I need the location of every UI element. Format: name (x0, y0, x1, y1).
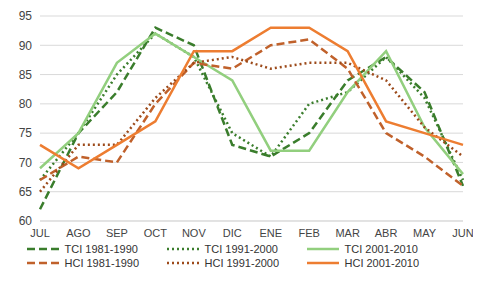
svg-text:85: 85 (19, 68, 33, 82)
svg-text:JUL: JUL (30, 227, 50, 239)
svg-text:FEB: FEB (298, 227, 319, 239)
svg-text:ENE: ENE (259, 227, 282, 239)
svg-text:75: 75 (19, 126, 33, 140)
svg-text:JUN: JUN (452, 227, 473, 239)
svg-text:65: 65 (19, 185, 33, 199)
html-text:TCI 2001-2010: TCI 2001-2010 (344, 243, 418, 255)
svg-text:SEP: SEP (106, 227, 128, 239)
html-text:TCI 1981-1990: TCI 1981-1990 (64, 243, 138, 255)
html-text:HCI 1991-2000: HCI 1991-2000 (204, 257, 280, 269)
svg-text:AGO: AGO (66, 227, 91, 239)
svg-text:60: 60 (19, 214, 33, 228)
svg-text:MAR: MAR (335, 227, 360, 239)
svg-text:DIC: DIC (223, 227, 242, 239)
svg-text:95: 95 (19, 9, 33, 23)
html-text:HCI 1981-1990: HCI 1981-1990 (64, 257, 140, 269)
svg-text:NOV: NOV (182, 227, 207, 239)
svg-text:90: 90 (19, 39, 33, 53)
svg-text:ABR: ABR (375, 227, 398, 239)
html-text:TCI 1991-2000: TCI 1991-2000 (204, 243, 278, 255)
svg-text:OCT: OCT (144, 227, 168, 239)
svg-text:80: 80 (19, 97, 33, 111)
html-text:HCI 2001-2010: HCI 2001-2010 (344, 257, 420, 269)
svg-text:70: 70 (19, 156, 33, 170)
svg-text:MAY: MAY (413, 227, 437, 239)
